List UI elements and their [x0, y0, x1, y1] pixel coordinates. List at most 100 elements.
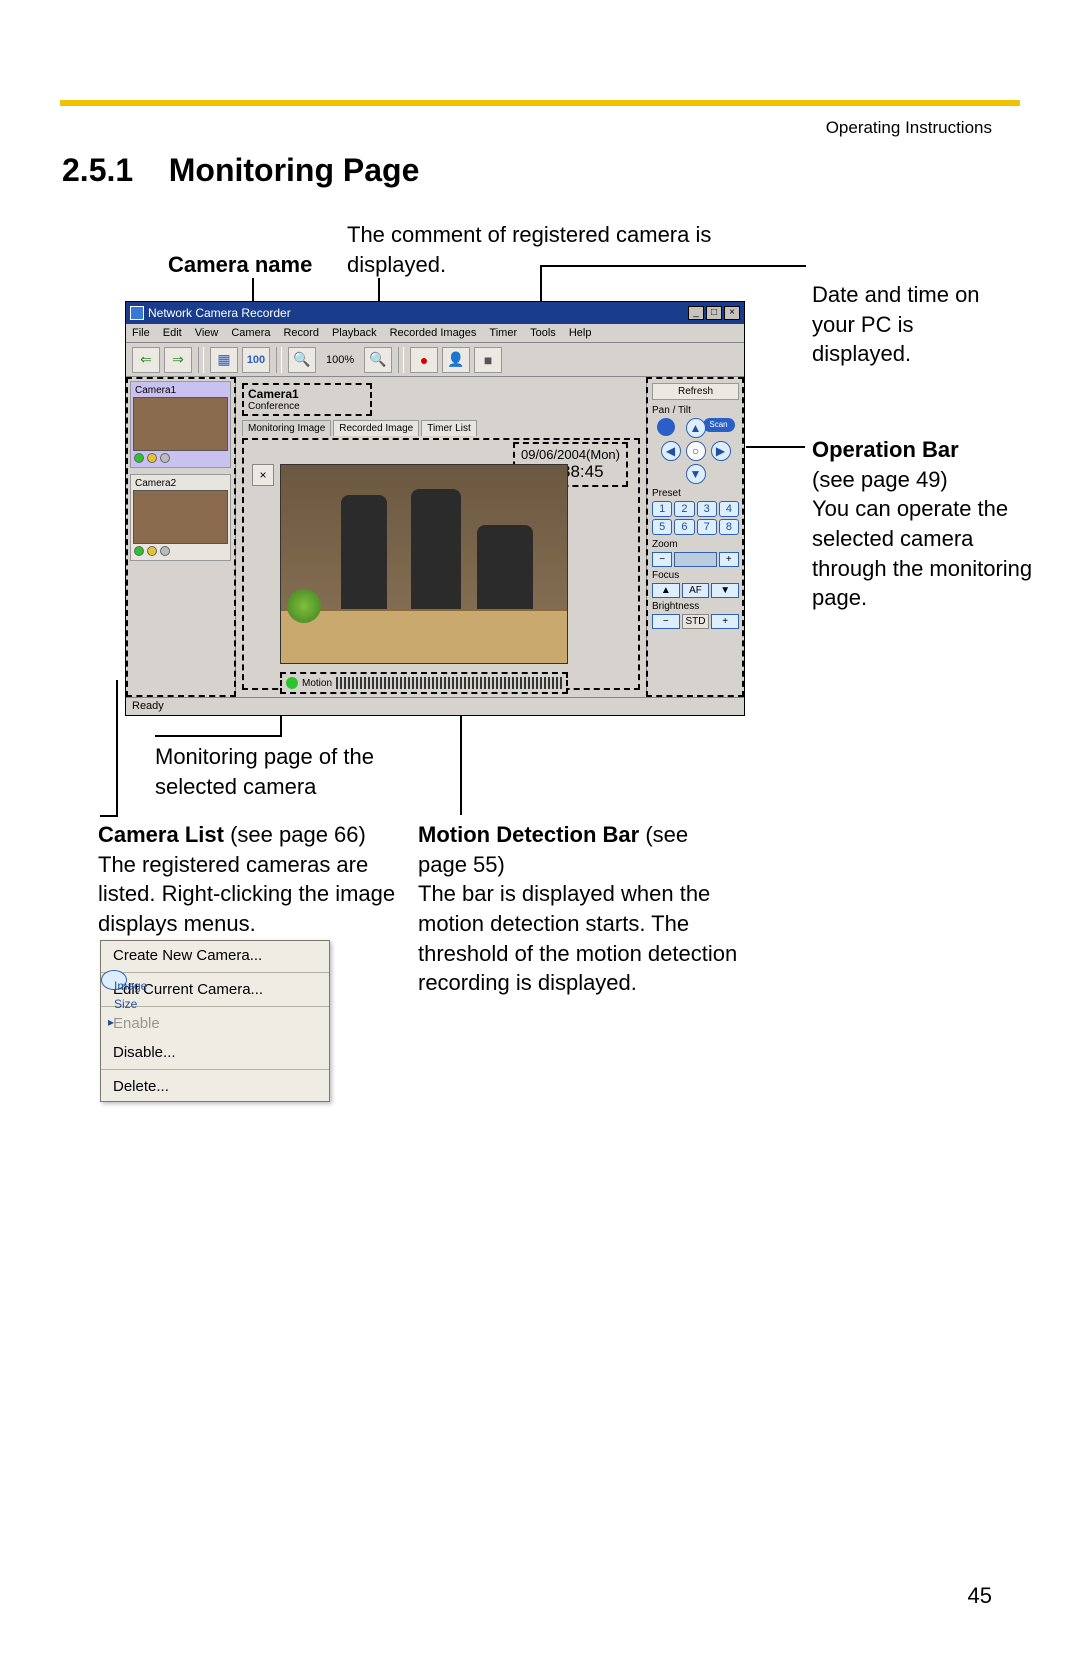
pan-right-button[interactable]: ▶	[711, 441, 731, 461]
tab-timer-list[interactable]: Timer List	[421, 420, 477, 436]
menu-item-disable[interactable]: Disable...	[101, 1038, 329, 1067]
callout-motion-text: The bar is displayed when the motion det…	[418, 881, 737, 995]
section-number: 2.5.1	[62, 152, 133, 188]
preset-8-button[interactable]: 8	[719, 519, 739, 535]
motion-label: Motion	[302, 678, 332, 689]
center-button[interactable]: ○	[686, 441, 706, 461]
menu-help[interactable]: Help	[569, 327, 592, 339]
preset-6-button[interactable]: 6	[674, 519, 694, 535]
brightness-std-button[interactable]: STD	[682, 614, 710, 629]
menu-view[interactable]: View	[195, 327, 219, 339]
nav-back-button[interactable]: ⇐	[132, 347, 160, 373]
preset-grid: 1234 5678	[652, 501, 739, 535]
running-header: Operating Instructions	[826, 118, 992, 138]
camera-list-item[interactable]: Camera1	[130, 381, 231, 468]
motion-detection-bar: Motion	[280, 672, 568, 694]
refresh-button[interactable]: Refresh	[652, 383, 739, 400]
menu-item-enable: Enable	[101, 1009, 329, 1038]
callout-monitor-caption: Monitoring page of the selected camera	[155, 742, 435, 801]
focus-near-button[interactable]: ▲	[652, 583, 680, 598]
callout-operation-bar: Operation Bar (see page 49) You can oper…	[812, 435, 1037, 613]
menu-record[interactable]: Record	[283, 327, 318, 339]
snapshot-button[interactable]: 👤	[442, 347, 470, 373]
preset-3-button[interactable]: 3	[697, 501, 717, 517]
toolbar-divider	[198, 347, 204, 373]
focus-far-button[interactable]: ▼	[711, 583, 739, 598]
figure	[341, 495, 387, 625]
monitoring-area: × 09/06/2004(Mon) 19:38:45 Motion	[242, 438, 640, 690]
callout-camlist-ref: (see page 66)	[230, 822, 366, 847]
figure	[411, 489, 461, 629]
motion-gauge	[336, 677, 562, 689]
section-title-text: Monitoring Page	[169, 152, 420, 188]
tilt-up-button[interactable]: ▲	[686, 418, 706, 438]
brightness-controls: − STD +	[652, 614, 739, 629]
date-label: 09/06/2004(Mon)	[521, 447, 620, 462]
app-icon	[130, 306, 144, 320]
menu-separator	[101, 1069, 329, 1070]
menu-tools[interactable]: Tools	[530, 327, 556, 339]
brightness-plus-button[interactable]: +	[711, 614, 739, 629]
zoom-in-button[interactable]: 🔍	[364, 347, 392, 373]
preset-7-button[interactable]: 7	[697, 519, 717, 535]
app-content: Camera1Camera2 Camera1 Conference Monito…	[126, 377, 744, 697]
record-button[interactable]: ●	[410, 347, 438, 373]
title-bar[interactable]: Network Camera Recorder _ □ ×	[126, 302, 744, 324]
toolbar: ⇐ ⇒ ▦ 100 🔍 100% 🔍 ● 👤 ■	[126, 343, 744, 377]
stop-button[interactable]: ■	[474, 347, 502, 373]
brightness-minus-button[interactable]: −	[652, 614, 680, 629]
callout-camlist-title: Camera List	[98, 822, 224, 847]
tab-monitoring-image[interactable]: Monitoring Image	[242, 420, 331, 436]
zoom-minus-button[interactable]: −	[652, 552, 672, 567]
menu-edit[interactable]: Edit	[163, 327, 182, 339]
menu-camera[interactable]: Camera	[231, 327, 270, 339]
callout-motion-title: Motion Detection Bar	[418, 822, 639, 847]
callout-datetime: Date and time on your PC is displayed.	[812, 280, 1012, 369]
pan-left-button[interactable]: ◀	[661, 441, 681, 461]
zoom-plus-button[interactable]: +	[719, 552, 739, 567]
operation-bar-panel: Refresh Pan / Tilt Scan ▲ ▼ ◀ ▶ ○ Preset…	[646, 377, 744, 697]
pan-tilt-label: Pan / Tilt	[652, 405, 739, 416]
minimize-button[interactable]: _	[688, 306, 704, 320]
scale-100-button[interactable]: 100	[242, 347, 270, 373]
preset-2-button[interactable]: 2	[674, 501, 694, 517]
section-heading: 2.5.1 Monitoring Page	[62, 152, 419, 189]
context-menu: Create New Camera...Image SizeEdit Curre…	[100, 940, 330, 1102]
menu-item-image-size[interactable]: Image Size	[101, 970, 127, 990]
callout-camlist-text: The registered cameras are listed. Right…	[98, 852, 395, 936]
toolbar-divider	[276, 347, 282, 373]
grid-view-button[interactable]: ▦	[210, 347, 238, 373]
home-button[interactable]	[657, 418, 675, 436]
toolbar-divider	[398, 347, 404, 373]
menu-item-create-new-camera[interactable]: Create New Camera...	[101, 941, 329, 970]
camera-list-item[interactable]: Camera2	[130, 474, 231, 561]
page-number: 45	[968, 1583, 992, 1609]
window-controls: _ □ ×	[688, 306, 740, 320]
menu-file[interactable]: File	[132, 327, 150, 339]
zoom-label: Zoom	[652, 539, 739, 550]
camera-item-label: Camera1	[133, 384, 228, 397]
zoom-slider[interactable]	[674, 552, 716, 567]
tilt-down-button[interactable]: ▼	[686, 464, 706, 484]
menu-playback[interactable]: Playback	[332, 327, 377, 339]
nav-forward-button[interactable]: ⇒	[164, 347, 192, 373]
tab-recorded-image[interactable]: Recorded Image	[333, 420, 419, 436]
menu-recorded-images[interactable]: Recorded Images	[390, 327, 477, 339]
preset-5-button[interactable]: 5	[652, 519, 672, 535]
close-button[interactable]: ×	[724, 306, 740, 320]
maximize-button[interactable]: □	[706, 306, 722, 320]
leader-line	[746, 446, 805, 448]
close-monitor-button[interactable]: ×	[252, 464, 274, 486]
zoom-controls: − +	[652, 552, 739, 567]
autofocus-button[interactable]: AF	[682, 583, 710, 598]
menu-item-delete[interactable]: Delete...	[101, 1072, 329, 1101]
callout-opbar-title: Operation Bar	[812, 437, 959, 462]
menu-bar: File Edit View Camera Record Playback Recorded…	[126, 324, 744, 343]
zoom-out-button[interactable]: 🔍	[288, 347, 316, 373]
preset-1-button[interactable]: 1	[652, 501, 672, 517]
menu-timer[interactable]: Timer	[489, 327, 517, 339]
scan-button[interactable]: Scan	[703, 418, 735, 432]
live-image[interactable]	[280, 464, 568, 664]
preset-4-button[interactable]: 4	[719, 501, 739, 517]
focus-label: Focus	[652, 570, 739, 581]
